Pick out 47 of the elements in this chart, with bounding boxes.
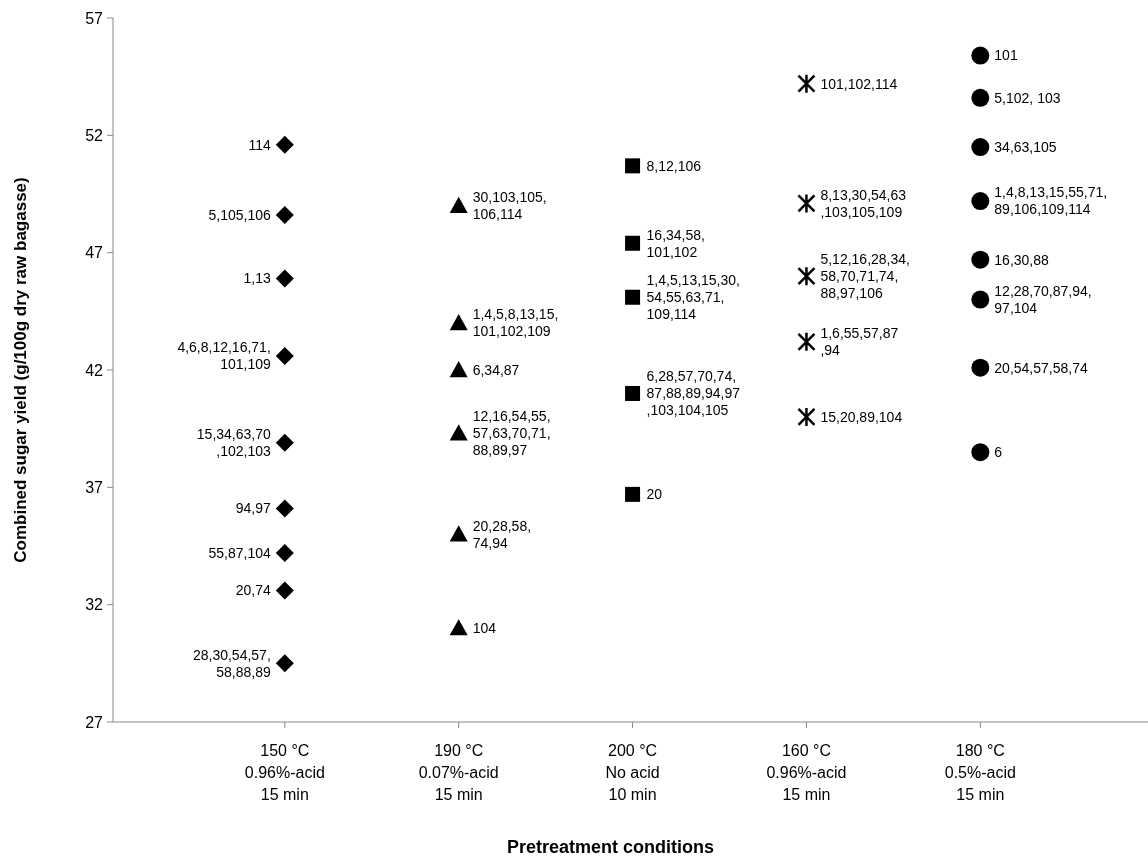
y-axis-title: Combined sugar yield (g/100g dry raw bagasse) <box>11 177 30 563</box>
annotation: 4,6,8,12,16,71, 101,109 <box>177 339 272 373</box>
annotation: 15,20,89,104 <box>820 408 903 425</box>
x-tick-label: 150 °C 0.96%-acid 15 min <box>244 742 325 803</box>
annotation: 8,12,106 <box>646 157 702 174</box>
x-tick-label: 180 °C 0.5%-acid 15 min <box>944 742 1016 803</box>
annotation: 1,4,8,13,15,55,71, 89,106,109,114 <box>994 184 1108 218</box>
annotation: 15,34,63,70 ,102,103 <box>196 426 272 460</box>
x-tick-label: 160 °C 0.96%-acid 15 min <box>766 742 847 803</box>
y-tick-label: 47 <box>85 244 104 262</box>
annotation: 30,103,105, 106,114 <box>472 189 547 223</box>
annotation: 16,34,58, 101,102 <box>646 226 705 260</box>
x-tick-label: 190 °C 0.07%-acid 15 min <box>418 742 499 803</box>
annotation: 6 <box>994 444 1003 461</box>
annotation: 5,105,106 <box>208 207 272 224</box>
annotation: 20,28,58, 74,94 <box>472 517 532 551</box>
annotation: 55,87,104 <box>208 544 272 561</box>
annotation: 8,13,30,54,63 ,103,105,109 <box>820 186 907 220</box>
annotation: 101 <box>994 47 1018 64</box>
annotation: 1,13 <box>243 270 272 287</box>
y-tick-label: 42 <box>85 361 104 379</box>
annotation: 6,34,87 <box>472 361 520 378</box>
annotation: 5,12,16,28,34, 58,70,71,74, 88,97,106 <box>820 251 910 302</box>
annotation: 94,97 <box>235 500 272 517</box>
y-tick-label: 57 <box>85 9 104 27</box>
annotation: 5,102, 103 <box>994 89 1061 106</box>
annotation: 12,16,54,55, 57,63,70,71, 88,89,97 <box>472 408 551 459</box>
y-tick-label: 52 <box>85 126 104 144</box>
annotation: 28,30,54,57, 58,88,89 <box>192 646 272 680</box>
annotation: 16,30,88 <box>994 251 1050 268</box>
annotation: 20 <box>646 486 663 503</box>
annotation: 1,6,55,57,87 ,94 <box>820 325 899 359</box>
annotation: 34,63,105 <box>994 138 1057 155</box>
annotation: 104 <box>472 620 497 637</box>
y-tick-label: 32 <box>85 596 104 614</box>
annotation: 1,4,5,13,15,30, 54,55,63,71, 109,114 <box>646 272 740 323</box>
annotation: 12,28,70,87,94, 97,104 <box>994 283 1092 316</box>
x-axis-title: Pretreatment conditions <box>506 837 715 857</box>
x-tick-label: 200 °C No acid 10 min <box>605 742 660 803</box>
annotation: 114 <box>248 136 272 153</box>
annotation: 6,28,57,70,74, 87,88,89,94,97 ,103,104,105 <box>646 368 741 419</box>
annotation: 1,4,5,8,13,15, 101,102,109 <box>472 306 559 340</box>
annotation: 20,54,57,58,74 <box>994 359 1088 376</box>
y-tick-label: 27 <box>85 713 104 731</box>
annotation: 20,74 <box>235 582 272 599</box>
y-tick-label: 37 <box>85 478 104 496</box>
annotation: 101,102,114 <box>820 75 898 92</box>
